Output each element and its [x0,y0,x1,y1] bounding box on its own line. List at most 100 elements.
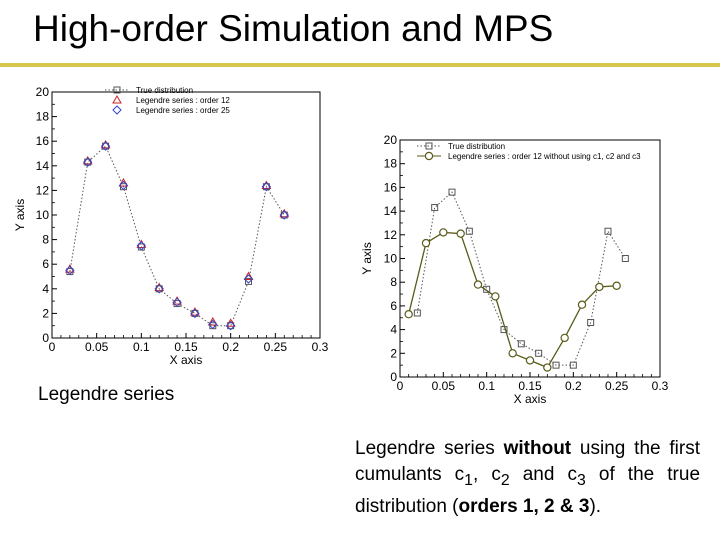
data-point [569,361,577,369]
caption-text: Legendre series [355,438,504,459]
y-tick-label: 14 [36,159,50,173]
data-point [118,180,129,191]
y-tick-label: 20 [384,133,398,147]
data-point [543,363,552,372]
y-tick-label: 8 [390,275,397,289]
x-tick-label: 0 [49,340,56,354]
caption-text: of the true distribution ( [355,464,701,517]
data-point [587,318,595,326]
data-point [595,282,604,292]
series [404,228,621,372]
data-point [65,265,75,276]
data-point [261,182,272,192]
legend-entry: Legendre series : order 12 without using… [448,152,641,161]
y-tick-label: 6 [42,257,49,271]
y-axis-label: Y axis [360,242,374,274]
series-line [408,231,617,369]
data-point [552,361,560,369]
caption-subscript: 3 [577,471,586,489]
caption-text: using the first cumulants c [355,438,700,485]
x-tick-label: 0.1 [478,379,495,393]
data-point [245,277,253,285]
caption-text: , c [472,464,501,485]
x-tick-label: 0.05 [432,379,456,393]
legend-marker [113,86,121,94]
data-point [517,340,525,348]
y-tick-label: 18 [384,157,398,171]
data-point [448,188,456,196]
x-tick-label: 0.1 [133,340,150,354]
data-point [473,280,483,289]
data-point [208,319,218,330]
data-point [621,255,629,262]
x-tick-label: 0.25 [264,340,288,354]
y-tick-label: 6 [390,299,397,313]
data-point [577,300,587,309]
y-tick-label: 4 [42,282,49,296]
data-point [227,322,235,330]
y-tick-label: 20 [36,85,50,99]
y-tick-label: 18 [36,110,50,124]
caption-subscript: 2 [500,471,510,489]
data-point [413,309,421,317]
y-tick-label: 14 [384,204,398,218]
chart-legendre-orders: 0 0.05 0.1 0.15 0.2 0.25 0.3 0 2 4 6 8 10 12 14 16 18 20 X… [13,85,329,367]
legend-entry: Legendre series : order 12 [136,96,230,105]
data-point [154,284,164,294]
y-tick-label: 16 [384,180,398,194]
data-point [207,317,218,326]
y-axis-label: Y axis [13,199,27,231]
x-tick-label: 0.25 [605,379,629,393]
y-tick-label: 2 [390,346,397,360]
x-tick-label: 0.3 [312,340,329,354]
page-title: High-order Simulation and MPS [33,8,554,49]
legend-marker [425,142,433,150]
data-point [525,356,535,365]
legend-marker [112,105,122,115]
data-point [100,141,111,151]
legend-marker [112,94,122,104]
data-point [243,274,254,284]
data-point [404,309,413,319]
data-point [225,318,236,327]
caption-text: and c [509,464,577,485]
y-tick-label: 12 [384,228,398,242]
x-tick-label: 0.15 [518,379,542,393]
title-underline [0,63,720,67]
y-tick-label: 16 [36,134,50,148]
y-tick-label: 10 [36,208,50,222]
x-tick-label: 0.05 [85,340,109,354]
data-point [243,271,254,280]
x-axis-label: X axis [514,392,547,406]
caption-left: Legendre series [38,384,175,405]
series-line [416,191,626,366]
data-point [508,349,517,358]
data-point [465,227,473,235]
y-tick-label: 4 [390,323,397,337]
x-tick-label: 0.15 [174,340,198,354]
series [65,141,289,331]
y-tick-label: 10 [384,252,398,266]
caption-right: Legendre series without using the first … [355,436,700,520]
data-point [612,281,621,290]
data-point [491,292,500,301]
data-point [439,228,448,237]
series [413,188,629,369]
legend-entry: True distribution [136,86,193,95]
caption-text: ). [589,495,602,517]
chart-legendre-without-cumulants: 0 0.05 0.1 0.15 0.2 0.25 0.3 0 2 4 6 8 10 12 14 16 18 20 X… [360,133,669,406]
y-tick-label: 2 [42,306,49,320]
caption-bold: orders 1, 2 & 3 [458,495,590,517]
data-point [225,320,236,331]
data-point [83,157,93,167]
y-tick-label: 8 [42,233,49,247]
data-point [483,285,491,293]
legend-entry: Legendre series : order 25 [136,106,230,115]
legend-marker [424,151,434,161]
caption-bold: without [503,438,572,459]
series [66,142,288,330]
x-axis-label: X axis [170,353,203,367]
data-point [136,241,147,251]
y-tick-label: 0 [42,331,49,345]
x-tick-label: 0.2 [222,340,239,354]
